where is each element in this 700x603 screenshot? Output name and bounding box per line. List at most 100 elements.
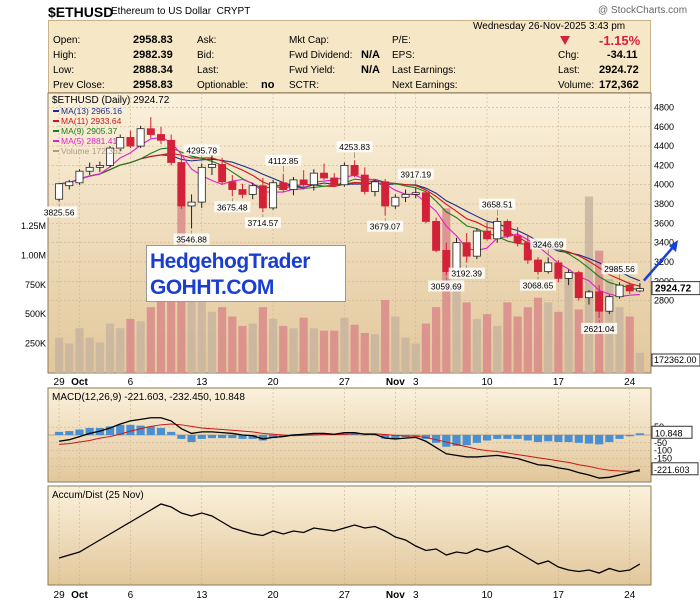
macd-histogram-bar [309, 433, 318, 435]
annotation-bg [367, 220, 404, 232]
volume-bar [269, 318, 278, 373]
price-annotation: 3246.69 [533, 239, 564, 249]
volume-bar [564, 278, 573, 373]
macd-histogram-bar [248, 435, 257, 439]
high-label: High: [53, 50, 77, 61]
candle-body [523, 242, 532, 261]
candle-body [564, 272, 573, 279]
volume-bar [513, 316, 522, 373]
volume-value: 172,362 [599, 79, 639, 91]
macd-line-tag [651, 462, 699, 476]
candle-body [483, 230, 492, 240]
candle-body [167, 139, 176, 163]
quote-panel: Open: 2958.83 High: 2982.39 Low: 2888.34… [48, 20, 651, 93]
macd-histogram-bar [167, 431, 176, 435]
volume-bar [544, 302, 553, 373]
last-value: 2924.72 [599, 64, 639, 76]
candle-body [340, 165, 349, 186]
price-annotation: 2985.56 [604, 264, 635, 274]
exchange-label: CRYPT [216, 6, 251, 17]
volume-bar [279, 325, 288, 373]
candle-body [299, 179, 308, 186]
annotation-bg [336, 141, 373, 153]
candle-body [269, 182, 278, 209]
annotation-bg [530, 238, 567, 250]
volume-bar [350, 324, 359, 373]
volume-bar [482, 314, 492, 373]
price-chart-title: $ETHUSD (Daily) 2924.72 [52, 95, 170, 106]
mkt-cap-label: Mkt Cap: [289, 35, 330, 46]
volume-bar [493, 325, 502, 373]
volume-tick-label: 1.00M [21, 250, 46, 260]
volume-bar [615, 307, 624, 373]
volume-bar [105, 323, 115, 373]
last-earnings-label: Last Earnings: [392, 65, 456, 76]
volume-tick-label: 750K [25, 280, 46, 290]
trend-arrowhead-icon [669, 240, 678, 252]
price-tick-label: 3400 [654, 238, 674, 248]
volume-bar [55, 337, 64, 373]
macd-histogram-bar [218, 435, 227, 439]
macd-histogram-bar [258, 435, 267, 441]
annotation-bg [173, 233, 210, 245]
candle-body [320, 172, 328, 179]
volume-label: Volume: [558, 80, 595, 91]
price-annotation: 3546.88 [176, 234, 207, 244]
volume-bar [340, 317, 349, 373]
accum-dist-line [58, 503, 641, 574]
volume-bar [187, 274, 196, 373]
macd-histogram-bar [55, 431, 64, 435]
candle-body [432, 221, 441, 251]
macd-histogram-bar [574, 435, 583, 443]
annotation-bg [601, 263, 638, 275]
volume-bar [197, 290, 206, 373]
volume-bar [136, 321, 145, 373]
annotation-bg [397, 168, 434, 180]
volume-bar [625, 316, 634, 373]
candle-body [635, 288, 644, 292]
candle-body [65, 181, 74, 187]
overlay-logo-line1: HedgehogTrader [150, 250, 310, 273]
macd-histogram-bar [177, 435, 186, 439]
x-tick-label-top: Oct [71, 377, 88, 388]
price-tick-label: 4800 [654, 102, 674, 112]
volume-bar [360, 333, 369, 373]
x-tick-label-top: 20 [268, 377, 280, 388]
low-value: 2888.34 [133, 64, 173, 76]
macd-histogram-bar [350, 433, 359, 435]
open-label: Open: [53, 35, 81, 46]
candle-body [228, 181, 237, 190]
candle-body [350, 165, 359, 176]
price-annotation: 3714.57 [248, 218, 279, 228]
annotation-bg [214, 201, 251, 213]
price-annotation: 3658.51 [482, 200, 513, 210]
price-tick-label: 4600 [654, 122, 674, 132]
macd-histogram-bar [493, 435, 502, 439]
volume-bar [218, 307, 227, 373]
price-annotation: 3679.07 [370, 222, 401, 232]
overlay-logo-box [146, 245, 346, 302]
quote-date: Wednesday 26-Nov-2025 3:43 pm [473, 21, 626, 32]
legend-entry: MA(9) 2905.37 [61, 126, 117, 136]
annotation-bg [244, 217, 281, 229]
macd-histogram-bar [65, 431, 74, 435]
candle-body [595, 291, 604, 312]
macd-histogram-bar [564, 435, 573, 443]
x-tick-label-bottom: 29 [54, 590, 66, 601]
volume-bar [207, 311, 217, 373]
candle-body [248, 185, 257, 195]
last2-label: Last: [197, 65, 219, 76]
macd-histogram-bar [116, 424, 125, 435]
x-tick-label-top: 17 [553, 377, 565, 388]
volume-bar [126, 318, 135, 373]
annotation-bg [520, 279, 557, 291]
legend-entry: Volume 172,362 [61, 146, 123, 156]
volume-bar [421, 323, 430, 373]
macd-histogram-bar [544, 435, 553, 442]
legend-entry: MA(5) 2881.41 [61, 136, 117, 146]
annotation-bg [183, 144, 220, 156]
macd-histogram-bar [503, 435, 512, 439]
volume-tick-label: 1.25M [21, 221, 46, 231]
volume-bar [65, 343, 74, 373]
ask-label: Ask: [197, 35, 217, 46]
